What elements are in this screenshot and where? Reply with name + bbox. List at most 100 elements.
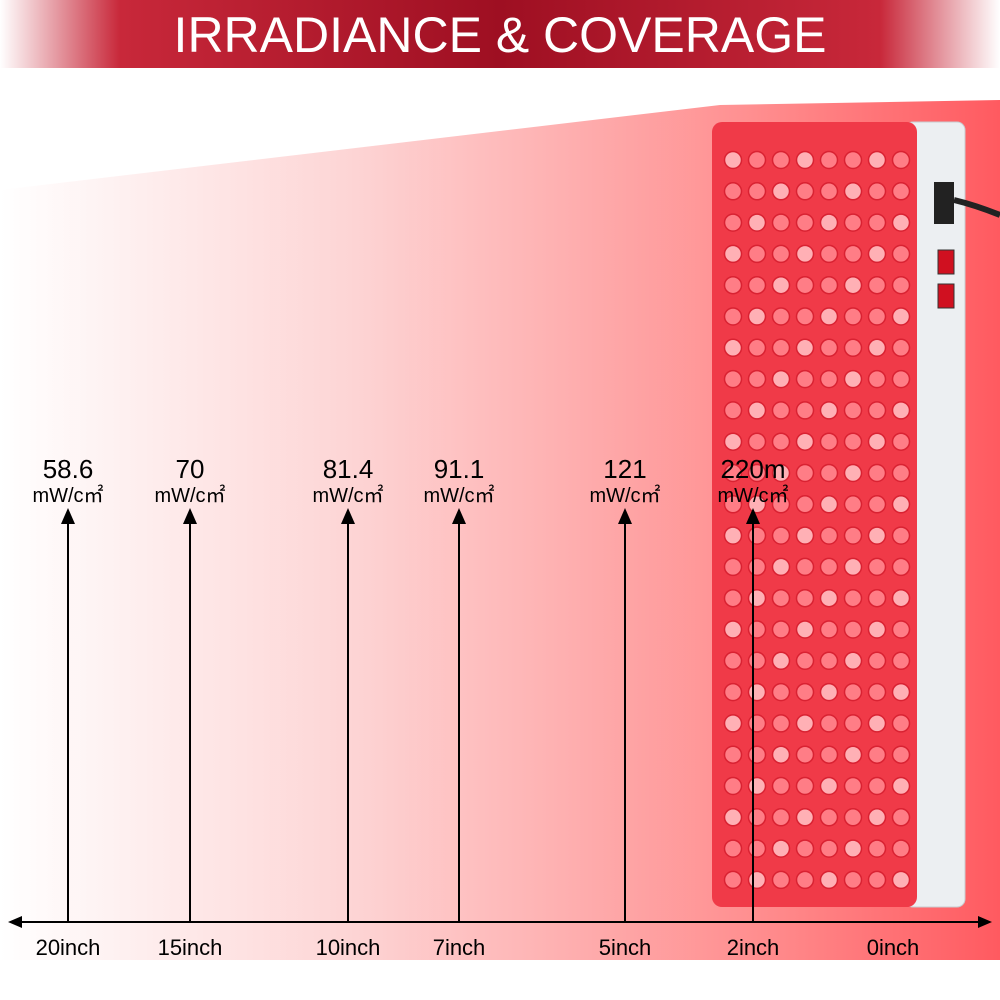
- led: [723, 275, 743, 295]
- led: [795, 776, 815, 796]
- led: [747, 463, 767, 483]
- led: [723, 401, 743, 420]
- led: [747, 275, 767, 295]
- led: [819, 588, 839, 608]
- led: [771, 620, 791, 639]
- led: [747, 776, 767, 796]
- led: [747, 557, 767, 577]
- led: [867, 182, 887, 201]
- led: [747, 495, 767, 514]
- led: [819, 839, 839, 858]
- distance-label: 20inch: [36, 935, 101, 960]
- led: [795, 808, 815, 827]
- led: [867, 870, 887, 890]
- led: [723, 808, 743, 827]
- led: [795, 870, 815, 890]
- led: [843, 651, 863, 671]
- led: [891, 213, 911, 232]
- led: [723, 682, 743, 702]
- distance-label: 7inch: [433, 935, 486, 960]
- led: [867, 557, 887, 577]
- led: [891, 150, 911, 170]
- led: [771, 808, 791, 827]
- led: [819, 682, 839, 702]
- irradiance-unit: mW/c㎡: [154, 483, 225, 507]
- led: [891, 557, 911, 577]
- arrow-head: [452, 508, 466, 524]
- distance-label: 10inch: [316, 935, 381, 960]
- led: [747, 682, 767, 702]
- irradiance-value: 70: [176, 454, 205, 484]
- led: [747, 588, 767, 608]
- led: [795, 526, 815, 545]
- led: [891, 307, 911, 326]
- led: [843, 588, 863, 608]
- led: [891, 463, 911, 483]
- led: [843, 557, 863, 577]
- led: [819, 651, 839, 671]
- led: [795, 369, 815, 389]
- nir-switch: [937, 283, 955, 309]
- led: [891, 338, 911, 358]
- axis-arrow-right: [978, 916, 992, 928]
- led: [795, 338, 815, 358]
- led: [747, 651, 767, 671]
- axis-arrow-left: [8, 916, 22, 928]
- led: [843, 369, 863, 389]
- led: [723, 307, 743, 326]
- irradiance-unit: mW/c㎡: [589, 483, 660, 507]
- arrow-head: [746, 508, 760, 524]
- led: [867, 244, 887, 264]
- led: [843, 714, 863, 733]
- led: [723, 620, 743, 639]
- led: [795, 401, 815, 420]
- led: [867, 213, 887, 232]
- led: [771, 463, 791, 483]
- led: [771, 776, 791, 796]
- led: [867, 401, 887, 420]
- led: [723, 182, 743, 201]
- title: IRRADIANCE & COVERAGE: [174, 7, 827, 63]
- led: [819, 150, 839, 170]
- power-socket: [934, 182, 954, 224]
- led: [843, 150, 863, 170]
- led: [819, 870, 839, 890]
- led: [867, 307, 887, 326]
- led: [843, 870, 863, 890]
- irradiance-unit: mW/c㎡: [717, 483, 788, 507]
- led: [891, 526, 911, 545]
- led: [795, 620, 815, 639]
- led: [819, 338, 839, 358]
- led: [891, 870, 911, 890]
- led: [891, 244, 911, 264]
- led: [795, 275, 815, 295]
- irradiance-value: 220m: [720, 454, 785, 484]
- led: [771, 526, 791, 545]
- led: [723, 776, 743, 796]
- led: [843, 432, 863, 451]
- led: [819, 275, 839, 295]
- led: [843, 463, 863, 483]
- distance-label: 15inch: [158, 935, 223, 960]
- led: [819, 369, 839, 389]
- led: [867, 839, 887, 858]
- led: [747, 401, 767, 420]
- led: [843, 839, 863, 858]
- led: [867, 776, 887, 796]
- led: [843, 213, 863, 232]
- led: [771, 401, 791, 420]
- led: [771, 369, 791, 389]
- led: [867, 682, 887, 702]
- led: [819, 307, 839, 326]
- irradiance-unit: mW/c㎡: [32, 483, 103, 507]
- arrow-head: [341, 508, 355, 524]
- led: [723, 495, 743, 514]
- led: [819, 526, 839, 545]
- irradiance-unit: mW/c㎡: [312, 483, 383, 507]
- led: [891, 182, 911, 201]
- led: [795, 150, 815, 170]
- led: [747, 244, 767, 264]
- power-cable: [953, 197, 1000, 218]
- distance-label: 5inch: [599, 935, 652, 960]
- led: [771, 651, 791, 671]
